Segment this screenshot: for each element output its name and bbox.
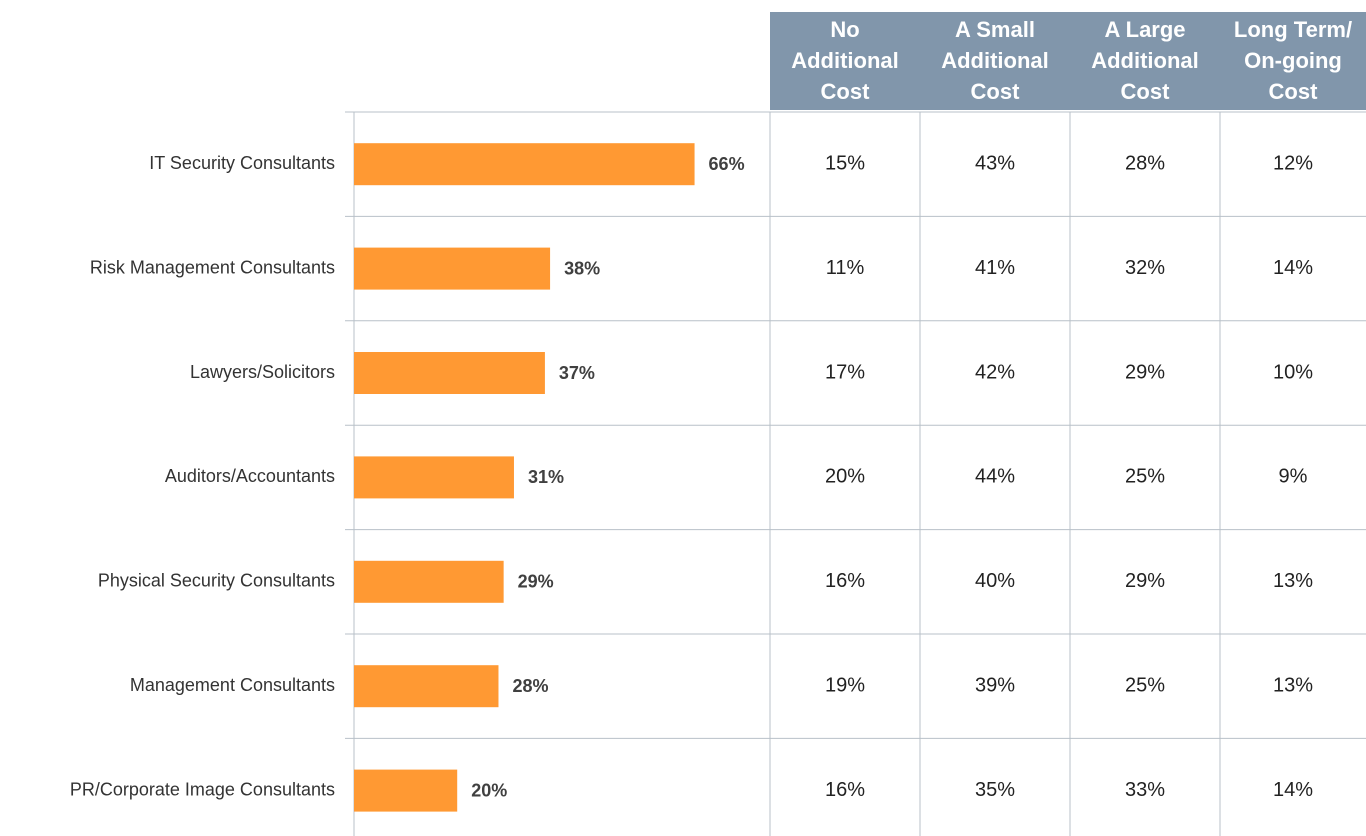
bar — [354, 665, 499, 708]
table-cell: 41% — [975, 257, 1015, 279]
bar — [354, 143, 695, 186]
column-header: A Small — [955, 17, 1035, 42]
table-header-bg — [770, 12, 1366, 110]
value-label: 28% — [512, 676, 548, 696]
table-cell: 15% — [825, 152, 865, 174]
table-cell: 12% — [1273, 152, 1313, 174]
table-cell: 40% — [975, 570, 1015, 592]
value-label: 29% — [518, 572, 554, 592]
table-cell: 43% — [975, 152, 1015, 174]
column-header: Cost — [1269, 79, 1319, 104]
bar — [354, 560, 504, 603]
table-cell: 20% — [825, 466, 865, 488]
category-label: Auditors/Accountants — [165, 466, 335, 486]
table-cell: 16% — [825, 779, 865, 801]
table-cell: 33% — [1125, 779, 1165, 801]
column-header: Additional — [1091, 48, 1199, 73]
category-label: PR/Corporate Image Consultants — [70, 779, 335, 799]
table-cell: 42% — [975, 361, 1015, 383]
table-cell: 19% — [825, 674, 865, 696]
bar — [354, 456, 514, 499]
column-header: Long Term/ — [1234, 17, 1352, 42]
value-label: 20% — [471, 780, 507, 800]
table-cell: 35% — [975, 779, 1015, 801]
value-label: 38% — [564, 258, 600, 278]
value-label: 37% — [559, 363, 595, 383]
category-label: Lawyers/Solicitors — [190, 362, 335, 382]
table-cell: 44% — [975, 466, 1015, 488]
table-cell: 16% — [825, 570, 865, 592]
column-header: Cost — [1121, 79, 1171, 104]
table-cell: 32% — [1125, 257, 1165, 279]
table-cell: 10% — [1273, 361, 1313, 383]
table-cell: 11% — [826, 257, 865, 279]
bar — [354, 769, 458, 812]
table-cell: 25% — [1125, 466, 1165, 488]
bar — [354, 247, 551, 290]
table-cell: 25% — [1125, 674, 1165, 696]
table-cell: 29% — [1125, 570, 1165, 592]
column-header: Cost — [821, 79, 871, 104]
category-label: Management Consultants — [130, 675, 335, 695]
value-label: 31% — [528, 467, 564, 487]
category-label: IT Security Consultants — [149, 153, 335, 173]
table-cell: 17% — [825, 361, 865, 383]
table-cell: 13% — [1273, 570, 1313, 592]
table-cell: 14% — [1273, 257, 1313, 279]
category-label: Risk Management Consultants — [90, 257, 335, 277]
table-cell: 39% — [975, 674, 1015, 696]
column-header: On-going — [1244, 48, 1342, 73]
bar — [354, 352, 545, 394]
table-cell: 9% — [1279, 466, 1308, 488]
table-cell: 13% — [1273, 674, 1313, 696]
value-label: 66% — [709, 154, 745, 174]
table-cell: 29% — [1125, 361, 1165, 383]
column-header: Additional — [941, 48, 1049, 73]
table-cell: 14% — [1273, 779, 1313, 801]
column-header: Additional — [791, 48, 899, 73]
column-header: A Large — [1104, 17, 1185, 42]
column-header: No — [830, 17, 859, 42]
column-header: Cost — [971, 79, 1021, 104]
category-label: Physical Security Consultants — [98, 571, 335, 591]
table-cell: 28% — [1125, 152, 1165, 174]
